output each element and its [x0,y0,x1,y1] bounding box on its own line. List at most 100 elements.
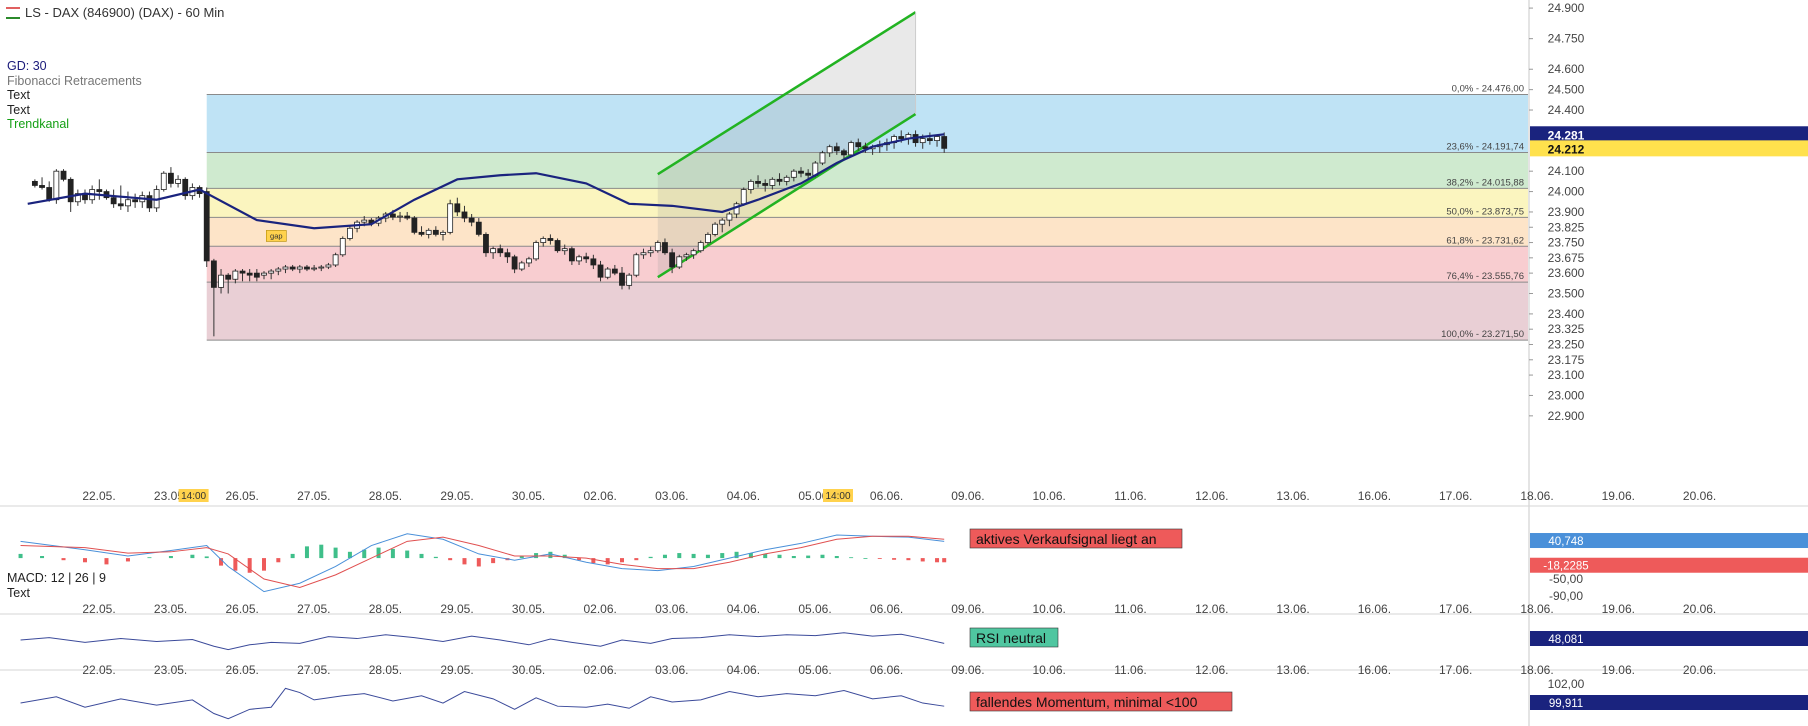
macd-histogram-bar [806,555,811,559]
candle-body [762,183,769,186]
fib-zone [206,246,1529,283]
candle-body [389,213,396,218]
candle-body [483,233,489,254]
x-axis-tick-label: 19.06. [1602,602,1635,616]
x-axis-tick-label: 09.06. [951,663,984,677]
chart-title[interactable]: LS - DAX (846900) (DAX) - 60 Min [25,5,225,20]
candle-body [819,152,826,164]
legend-text-1[interactable]: Text [7,88,30,103]
x-axis-tick-label: 09.06. [951,489,984,503]
macd-histogram-bar [763,553,768,559]
candle-body [683,254,690,258]
candle-body [654,242,661,252]
x-axis-tick-label: 10.06. [1033,663,1066,677]
candle-body [705,233,711,243]
candle-body [296,266,303,270]
rsi-value-badge-label: 48,081 [1548,634,1583,646]
y-axis-tick-label: 23.900 [1548,205,1585,219]
y-axis-tick-label: 23.175 [1548,353,1585,367]
legend-text-2[interactable]: Text [7,102,30,117]
macd-text-label[interactable]: Text [7,585,30,600]
trend-channel-upper [657,11,917,176]
x-axis-tick-label: 13.06. [1276,489,1309,503]
macd-value-badge [1530,557,1808,573]
candle-body [597,264,604,278]
macd-histogram-bar [219,558,224,566]
y-axis-tick-label: 24.750 [1548,32,1585,46]
legend-fibonacci[interactable]: Fibonacci Retracements [7,73,142,88]
x-axis-tick-label: 12.06. [1195,602,1228,616]
candle-body [475,221,482,235]
macd-histogram-bar [748,553,753,559]
legend-trendkanal[interactable]: Trendkanal [7,117,70,132]
x-axis-tick-label: 28.05. [369,489,402,503]
legend-gd[interactable]: GD: 30 [7,59,47,73]
fib-zone [206,188,1529,218]
candle-body [67,178,74,203]
macd-histogram-bar [376,547,381,559]
x-axis-tick-label: 16.06. [1358,489,1391,503]
candle-body [769,178,776,186]
y-axis-tick-label: 23.100 [1548,368,1585,382]
x-axis-tick-label: 04.06. [727,663,760,677]
candle-body [719,219,726,225]
y-axis-tick-label: 24.500 [1548,83,1585,97]
y-axis-tick-label: 24.400 [1548,103,1585,117]
candle-body [833,146,840,152]
candle-body [74,193,81,203]
x-axis-tick-label: 12.06. [1195,489,1228,503]
time-badge [178,489,209,502]
gap-badge [265,230,287,242]
candle-body [39,185,45,188]
candle-body [146,195,153,209]
macd-histogram-bar [720,553,725,559]
fib-level-label: 100,0% - 23.271,50 [1441,329,1524,340]
candle-body [497,248,504,254]
candle-body [440,231,446,235]
candle-body [826,146,833,154]
fib-level-label: 61,8% - 23.731,62 [1446,235,1524,246]
candle-body [697,242,704,252]
fib-level-label: 23,6% - 24.191,74 [1446,141,1524,152]
candle-body [268,270,275,274]
fib-zone [206,217,1529,247]
x-axis-tick-label: 29.05. [440,489,473,503]
macd-histogram-bar [304,546,309,559]
x-axis-tick-label: 05.06. [798,602,831,616]
candle-body [561,248,568,252]
macd-annotation-box [969,528,1183,549]
macd-label[interactable]: MACD: 12 | 26 | 9 [7,571,106,585]
macd-histogram-bar [777,554,782,559]
macd-signal-line [20,535,945,588]
candle-body [518,262,525,270]
macd-histogram-bar [319,544,324,559]
y-axis-tick-label: 24.900 [1548,1,1585,15]
momentum-y-tick-label: 102,00 [1548,677,1585,691]
candle-body [934,136,940,142]
momentum-value-badge [1530,695,1808,710]
macd-histogram-bar [920,558,925,562]
candle-body [275,268,282,272]
x-axis-tick-label: 12.06. [1195,663,1228,677]
candle-body [554,240,561,252]
candle-body [590,258,597,266]
x-axis-tick-label: 26.05. [226,663,259,677]
x-axis-tick-label: 17.06. [1439,663,1472,677]
x-axis-tick-label: 03.06. [655,602,688,616]
candle-body [583,256,590,260]
candle-body [504,252,511,258]
candle-body [110,197,117,205]
macd-histogram-bar [519,556,524,559]
x-axis-tick-label: 05.06. [798,663,831,677]
x-axis-tick-label: 02.06. [584,602,617,616]
rsi-value-badge [1530,631,1808,646]
candle-body [468,217,475,223]
candle-body [726,213,733,221]
rsi-annotation-box [969,627,1059,648]
candle-body [404,215,411,219]
macd-histogram-bar [40,556,45,559]
macd-histogram-bar [942,558,947,563]
candle-body [676,256,683,268]
macd-histogram-bar [476,558,481,567]
